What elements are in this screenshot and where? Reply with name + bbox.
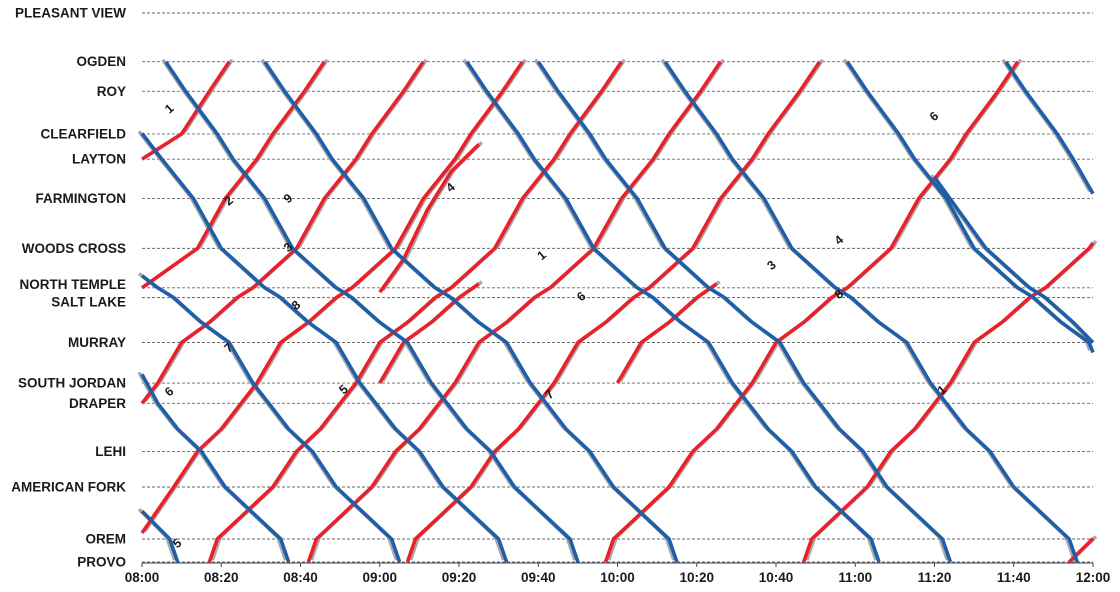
train-northbound-1 (140, 60, 326, 290)
scheduled-southbound-17 (137, 130, 506, 561)
x-tick-label: 09:20 (442, 570, 477, 585)
x-tick-label: 11:40 (997, 570, 1031, 585)
x-tick-label: 09:00 (362, 570, 397, 585)
station-labels: PLEASANT VIEW OGDEN ROY CLEARFIELD LAYTON FAR… (11, 6, 126, 570)
train-northbound-7 (603, 60, 1020, 563)
scheduled-northbound-3 (143, 58, 527, 533)
train-southbound-19 (140, 373, 291, 563)
x-tick-label: 08:00 (125, 570, 160, 585)
station-grid (142, 12, 1093, 563)
x-tick-label: 10:20 (679, 570, 714, 585)
train-number-label: 4 (832, 233, 846, 248)
train-number-label: 3 (764, 258, 778, 273)
train-northbound-12 (378, 143, 481, 294)
train-southbound-22 (1004, 60, 1095, 195)
station-label-salt-lake: SALT LAKE (51, 295, 126, 310)
train-northbound-8 (801, 241, 1095, 563)
station-label-north-temple: NORTH TEMPLE (20, 277, 127, 292)
station-label-murray: MURRAY (68, 335, 126, 350)
scheduled-northbound-8 (804, 239, 1098, 561)
x-tick-label: 10:40 (759, 570, 794, 585)
station-label-ogden: OGDEN (76, 54, 126, 69)
train-northbound-10 (615, 282, 718, 384)
station-label-woods-cross: WOODS CROSS (22, 241, 126, 256)
train-number-label: 6 (162, 384, 176, 399)
time-axis: 08:00 08:20 08:40 09:00 09:20 09:40 10:00 10:20… (125, 562, 1111, 585)
train-southbound-15 (465, 60, 881, 563)
train-number-label: 8 (289, 298, 303, 313)
train-number-label: 1 (162, 101, 176, 116)
x-tick-label: 08:20 (204, 570, 239, 585)
train-northbound-4 (207, 60, 623, 563)
station-label-farmington: FARMINGTON (36, 191, 127, 206)
station-label-pleasant-view: PLEASANT VIEW (15, 6, 126, 21)
scheduled-southbound-18 (137, 272, 399, 561)
train-number-label: 1 (535, 248, 549, 263)
train-northbound-11 (378, 282, 480, 384)
train-southbound-13 (164, 60, 580, 563)
train-number-label: 4 (443, 180, 457, 195)
train-southbound-17 (140, 132, 509, 563)
station-label-layton: LAYTON (72, 152, 126, 167)
train-northbound-3 (140, 60, 524, 535)
train-number-label: 6 (927, 109, 941, 124)
station-label-roy: ROY (97, 84, 126, 99)
x-tick-label: 10:00 (600, 570, 635, 585)
train-southbound-24 (933, 176, 1095, 344)
train-southbound-23 (536, 60, 953, 563)
station-label-clearfield: CLEARFIELD (41, 126, 127, 141)
x-tick-label: 08:40 (283, 570, 318, 585)
x-tick-label: 12:00 (1076, 570, 1111, 585)
x-tick-label: 11:00 (838, 570, 872, 585)
scheduled-northbound-2 (143, 58, 428, 403)
station-label-provo: PROVO (77, 555, 126, 570)
train-northbound-0 (141, 60, 231, 161)
x-tick-label: 11:20 (918, 570, 952, 585)
train-northbound-6 (405, 60, 822, 563)
train-northbound-2 (140, 60, 425, 405)
actual-lines (140, 60, 1095, 564)
station-label-draper: DRAPER (69, 396, 126, 411)
train-southbound-16 (663, 60, 1079, 563)
train-northbound-9 (1067, 537, 1095, 564)
train-southbound-21 (845, 60, 1095, 354)
train-southbound-18 (140, 274, 402, 563)
train-number-label: 6 (574, 289, 588, 304)
station-label-lehi: LEHI (95, 444, 126, 459)
station-label-american-fork: AMERICAN FORK (11, 480, 126, 495)
station-label-south-jordan: SOUTH JORDAN (18, 376, 126, 391)
train-southbound-14 (263, 60, 679, 563)
train-southbound-20 (140, 509, 180, 563)
train-northbound-5 (306, 60, 722, 563)
x-tick-label: 09:40 (521, 570, 556, 585)
station-label-orem: OREM (86, 532, 127, 547)
